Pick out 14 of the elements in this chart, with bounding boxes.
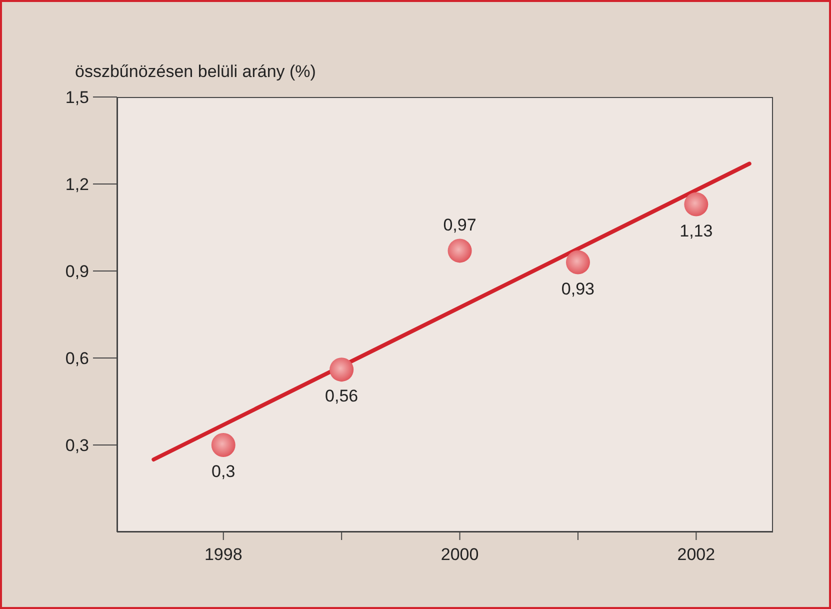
y-tick-label: 1,2 [65,175,89,194]
data-label: 0,93 [561,279,595,298]
x-tick-label: 2002 [677,545,716,564]
data-label: 0,97 [443,216,476,235]
y-tick-label: 0,6 [65,349,89,368]
data-label: 0,3 [212,462,236,481]
y-tick-label: 0,3 [65,436,89,456]
data-label: 0,56 [325,386,358,406]
y-tick-label: 0,9 [65,262,89,282]
x-tick-label: 1998 [204,545,242,564]
data-label: 1,13 [680,221,713,240]
x-tick-label: 2000 [440,545,479,564]
y-tick-label: 1,5 [65,88,89,108]
y-axis-title: összbűnözésen belüli arány (%) [75,62,316,82]
